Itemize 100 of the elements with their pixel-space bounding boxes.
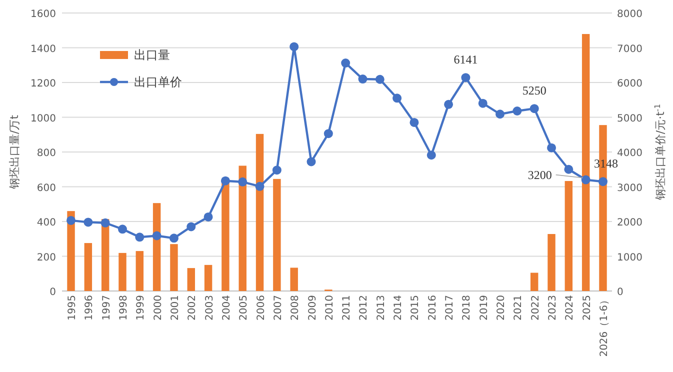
point (426, 150, 436, 160)
x-tick-label: 2007 (272, 295, 284, 320)
bar (273, 178, 281, 291)
x-tick-label: 2014 (393, 295, 404, 320)
legend-label: 出口量 (134, 48, 170, 62)
x-tick-label: 2002 (187, 295, 198, 320)
x-tick-label: 2003 (204, 295, 216, 320)
x-tick-label: 2018 (462, 295, 473, 320)
x-tick-label: 1996 (84, 295, 96, 320)
x-tick-label: 1995 (67, 295, 78, 320)
x-tick-label: 2021 (513, 295, 524, 320)
point (100, 218, 110, 228)
x-tick-label: 2001 (170, 295, 181, 320)
x-tick-label: 2006 (256, 295, 267, 320)
x-tick-label: 1997 (101, 295, 112, 320)
x-tick-label: 2022 (530, 295, 542, 320)
point (204, 212, 213, 222)
x-tick-label: 2023 (548, 295, 559, 320)
x-tick-label: 2026（1-6） (598, 295, 610, 357)
bar (238, 166, 246, 291)
x-tick-label: 2004 (221, 295, 232, 320)
point (547, 143, 556, 152)
point (272, 166, 282, 175)
y-tick-label: 1600 (30, 9, 56, 20)
y-tick-label: 1200 (30, 78, 56, 90)
point (118, 224, 127, 234)
bar (256, 134, 264, 291)
y-tick-label: 1400 (30, 44, 56, 55)
x-tick-label: 2017 (444, 295, 456, 320)
x-tick-label: 2020 (496, 295, 508, 320)
x-tick-label: 2013 (376, 295, 387, 320)
point (444, 100, 454, 109)
x-tick-label: 2010 (324, 295, 336, 320)
point (66, 216, 76, 225)
x-tick-label: 1999 (136, 295, 147, 320)
y-tick-label: 400 (36, 218, 56, 228)
bar (582, 34, 590, 291)
point (324, 129, 333, 138)
point (169, 234, 178, 243)
y2-tick-label: 7000 (617, 44, 642, 55)
y-tick-label: 0 (50, 287, 56, 298)
y-tick-label: 600 (36, 182, 56, 194)
legend-label: 出口单价 (134, 75, 182, 89)
point (255, 182, 264, 191)
bar (187, 268, 195, 291)
point (478, 98, 488, 108)
bar (222, 182, 230, 291)
bar (118, 252, 126, 291)
bar (530, 272, 538, 291)
x-tick-label: 2008 (290, 295, 302, 320)
x-tick-label: 2024 (564, 295, 576, 320)
point (341, 58, 350, 68)
data-label: 6141 (454, 52, 478, 67)
point (461, 73, 470, 82)
y2-tick-label: 6000 (617, 78, 642, 90)
x-tick-label: 2012 (358, 295, 370, 320)
bar (170, 244, 178, 291)
point (220, 176, 230, 186)
bar (290, 268, 298, 291)
x-tick-label: 2011 (342, 295, 353, 320)
y2-tick-label: 0 (617, 287, 624, 298)
point (512, 106, 522, 116)
point (306, 157, 316, 166)
x-tick-label: 2015 (410, 295, 422, 320)
bar (136, 251, 144, 291)
point (392, 94, 402, 103)
point (135, 232, 144, 242)
point (496, 110, 505, 119)
y2-tick-label: 4000 (617, 148, 642, 159)
bar (204, 264, 212, 291)
x-tick-label: 2019 (478, 295, 490, 320)
x-tick-label: 2005 (238, 295, 250, 320)
y2-tick-label: 8000 (617, 9, 642, 20)
data-label: 5250 (522, 84, 546, 98)
y-axis-title: 钢坯出口量/万t (8, 114, 21, 190)
y-tick-label: 200 (36, 252, 56, 264)
y-tick-label: 800 (36, 148, 56, 159)
bar (564, 181, 573, 291)
x-tick-label: 2025 (582, 295, 593, 320)
bar (84, 243, 92, 291)
point (564, 164, 574, 174)
point (290, 42, 299, 52)
point (84, 218, 93, 227)
x-tick-label: 2009 (307, 295, 318, 320)
point (375, 74, 384, 84)
y2-tick-label: 2000 (617, 218, 642, 228)
y2-tick-label: 5000 (617, 113, 642, 124)
point (238, 177, 248, 186)
point (152, 231, 162, 240)
y2-tick-label: 1000 (617, 252, 642, 264)
point (530, 104, 539, 114)
x-tick-label: 1998 (118, 295, 130, 320)
point (598, 177, 608, 186)
point (581, 175, 590, 184)
point (186, 222, 196, 232)
x-tick-label: 2000 (152, 295, 164, 320)
y-tick-label: 1000 (30, 113, 56, 124)
y2-tick-label: 3000 (617, 182, 642, 194)
bar (67, 211, 75, 291)
point (410, 118, 419, 127)
